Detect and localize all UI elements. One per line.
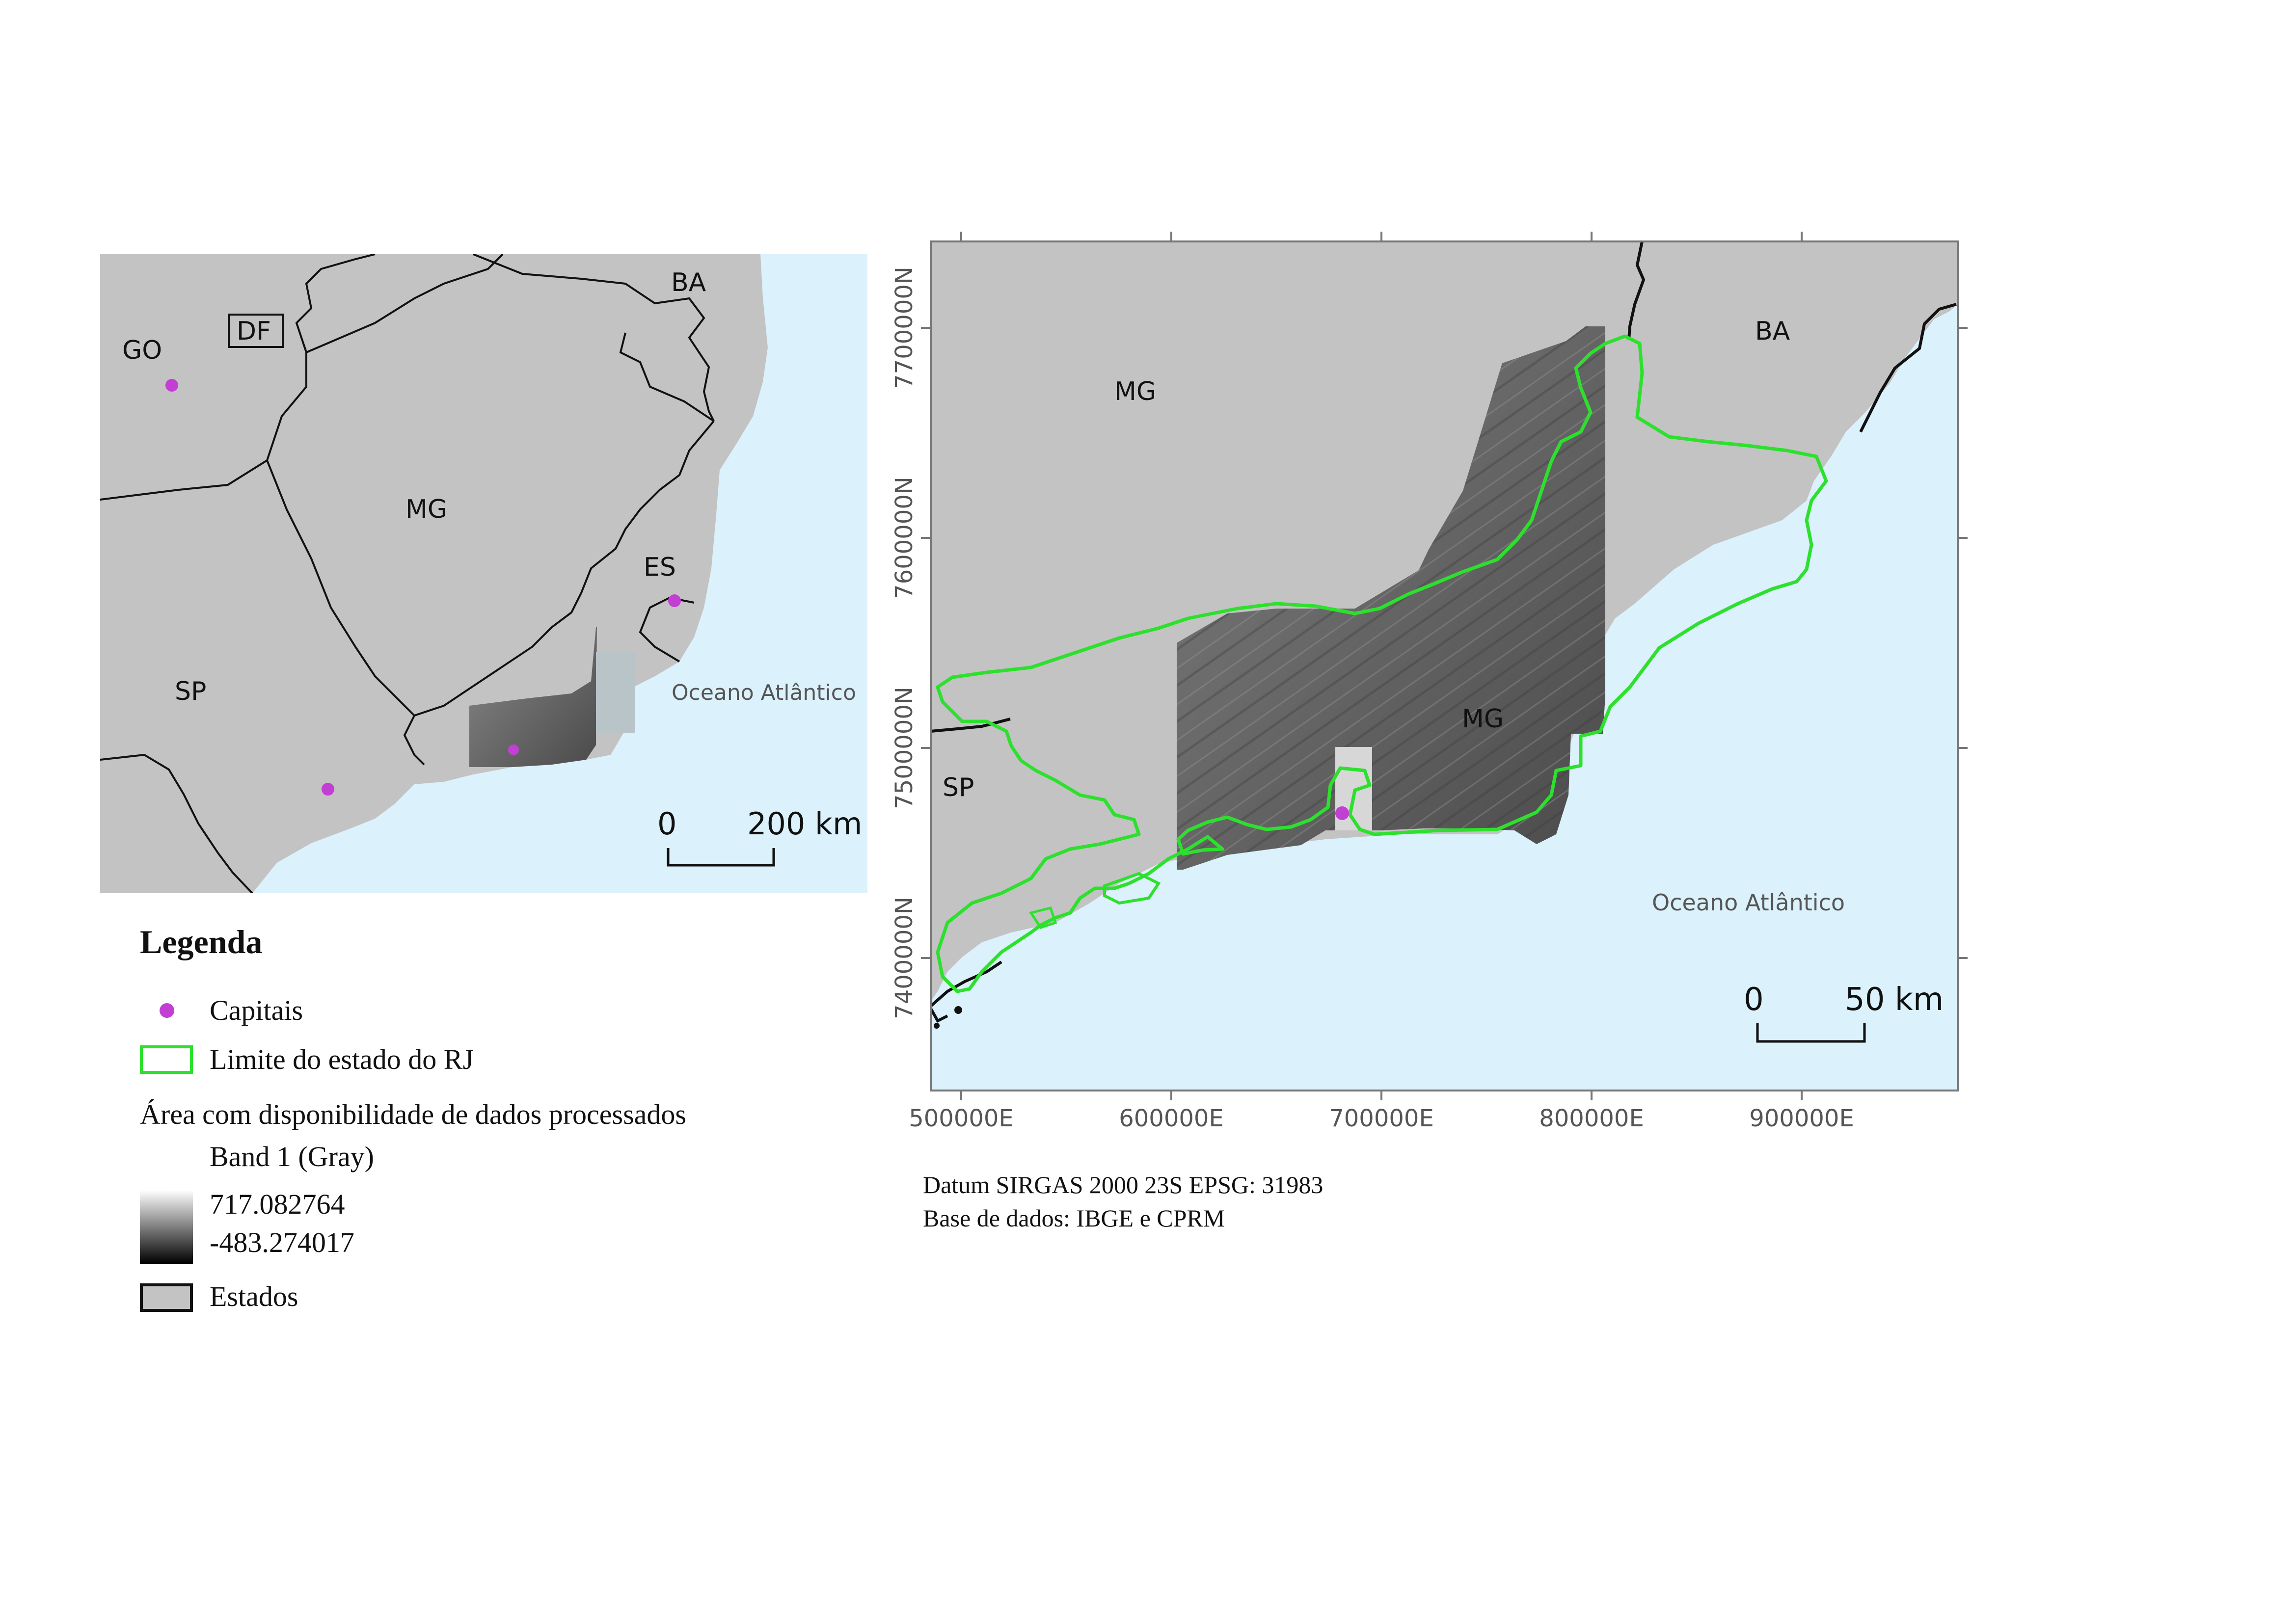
legend-min: -483.274017 xyxy=(210,1226,354,1258)
inset-label-sp: SP xyxy=(175,677,206,706)
inset-map[interactable]: GO DF BA MG ES SP Oceano Atlântico 0 200… xyxy=(100,254,867,893)
x-tick-600000: 600000E xyxy=(1119,1105,1224,1132)
main-ocean-label: Oceano Atlântico xyxy=(1652,889,1845,916)
inset-capital-saopaulo xyxy=(322,783,334,796)
inset-label-go: GO xyxy=(122,336,162,365)
y-tick-7600000: 7600000N xyxy=(891,477,918,599)
inset-capital-vitoria xyxy=(668,594,681,607)
main-label-sp: SP xyxy=(943,773,974,802)
rj-limit-outline xyxy=(936,334,1828,993)
main-map-ticks xyxy=(921,232,1968,1100)
main-label-mg-processed: MG xyxy=(1462,704,1504,734)
map-credits: Datum SIRGAS 2000 23S EPSG: 31983 Base d… xyxy=(923,1168,1323,1235)
y-tick-7700000: 7700000N xyxy=(891,266,918,389)
inset-capital-rio xyxy=(508,745,519,755)
main-label-ba: BA xyxy=(1755,317,1790,346)
credits-datum: Datum SIRGAS 2000 23S EPSG: 31983 xyxy=(923,1171,1324,1198)
inset-scale-end: 200 km xyxy=(747,806,862,842)
rj-limit-island-2 xyxy=(1028,906,1057,929)
inset-scale-start: 0 xyxy=(657,806,676,842)
main-island-2 xyxy=(934,1023,940,1029)
inset-processed-strip xyxy=(596,652,635,733)
inset-label-mg: MG xyxy=(405,495,447,524)
y-tick-7500000: 7500000N xyxy=(891,687,918,809)
main-island xyxy=(954,1006,962,1014)
main-scale-end: 50 km xyxy=(1845,982,1944,1018)
inset-capital-goiania xyxy=(165,379,178,392)
main-state-borders xyxy=(931,241,1957,1023)
legend-title: Legenda xyxy=(140,923,263,960)
inset-land xyxy=(100,254,768,893)
inset-label-es: ES xyxy=(644,553,676,582)
legend-states: Estados xyxy=(210,1280,298,1312)
main-label-mg-north: MG xyxy=(1114,377,1156,406)
inset-label-df: DF xyxy=(237,317,271,346)
inset-processed-area xyxy=(469,627,597,767)
rj-limit-island xyxy=(1103,872,1161,905)
legend-max: 717.082764 xyxy=(210,1188,345,1220)
main-scale-start: 0 xyxy=(1744,982,1764,1018)
x-tick-700000: 700000E xyxy=(1329,1105,1434,1132)
main-processed-texture xyxy=(1177,326,1605,870)
main-capital-rio xyxy=(1335,806,1349,820)
inset-df-outline xyxy=(228,314,284,348)
main-scale-bar: 0 50 km xyxy=(1744,982,1944,1043)
y-tick-7400000: 7400000N xyxy=(891,897,918,1019)
inset-label-ba: BA xyxy=(671,268,706,297)
credits-source: Base de dados: IBGE e CPRM xyxy=(923,1204,1225,1232)
legend-capitals: Capitais xyxy=(210,994,303,1026)
main-map[interactable]: MG BA MG SP Oceano Atlântico 0 50 km 500… xyxy=(884,226,1988,1158)
legend-rj-limit-swatch xyxy=(140,1045,193,1074)
x-tick-900000: 900000E xyxy=(1749,1105,1854,1132)
x-tick-500000: 500000E xyxy=(909,1105,1014,1132)
legend-band: Band 1 (Gray) xyxy=(210,1141,375,1172)
legend-capital-swatch xyxy=(160,1003,174,1018)
inset-scale-bar: 0 200 km xyxy=(657,806,862,867)
x-tick-800000: 800000E xyxy=(1539,1105,1644,1132)
legend-processed-area: Área com disponibilidade de dados proces… xyxy=(140,1098,686,1130)
inset-ocean-label: Oceano Atlântico xyxy=(672,680,856,705)
legend-states-swatch xyxy=(140,1283,193,1312)
legend-gradient-swatch xyxy=(140,1190,193,1264)
main-map-frame xyxy=(930,240,1959,1091)
legend-rj-limit: Limite do estado do RJ xyxy=(210,1043,474,1075)
